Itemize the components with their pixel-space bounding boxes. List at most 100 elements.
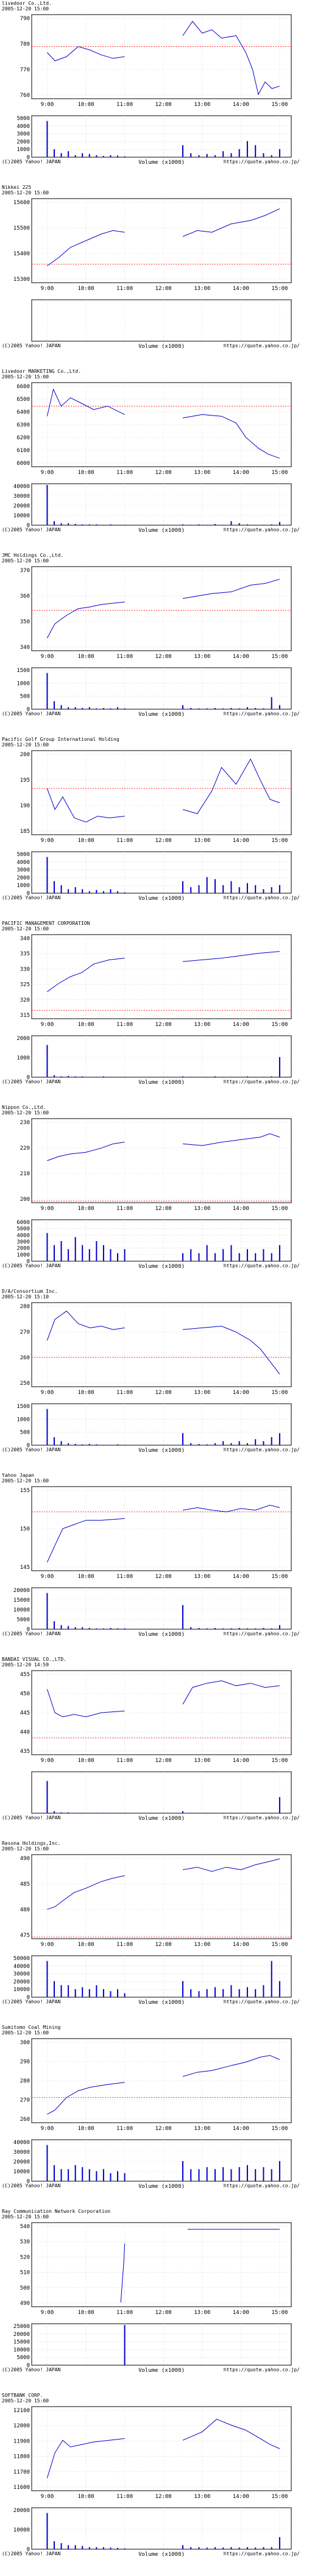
time-tick-label: 10:00: [77, 470, 94, 476]
volume-frame: [31, 2507, 292, 2550]
volume-bar: [263, 153, 264, 157]
quote-datetime: 2005-12-20 15:00: [2, 926, 49, 932]
time-tick-label: 14:00: [233, 102, 249, 108]
volume-bar: [88, 154, 90, 157]
time-tick-label: 11:00: [116, 1022, 133, 1028]
source-url: https://quote.yahoo.co.jp/: [223, 1263, 300, 1269]
volume-frame: [31, 2139, 292, 2182]
price-tick-label: 790: [20, 16, 30, 22]
volume-bar: [271, 1437, 272, 1445]
volume-tick-label: 3000: [16, 868, 30, 874]
volume-tick-label: 20000: [13, 1588, 30, 1594]
intraday-chart: 9:00 10:00 11:00 12:00 13:00 14:00 15:00 145 150…: [13, 1486, 292, 1638]
volume-bar: [246, 141, 248, 157]
source-url: https://quote.yahoo.co.jp/: [223, 343, 300, 349]
volume-bar: [230, 153, 232, 157]
stock-name: JMC Holdings Co.,Ltd.: [2, 553, 64, 558]
volume-bar: [60, 1985, 62, 1997]
source-url: https://quote.yahoo.co.jp/: [223, 1447, 300, 1453]
price-tick-label: 15300: [13, 277, 30, 283]
stock-panel: Resona Holdings,Inc. 2005-12-20 15:00 9:00…: [0, 1840, 312, 2024]
time-tick-label: 11:00: [116, 1942, 133, 1948]
time-tick-label: 14:00: [233, 2126, 249, 2132]
volume-bar: [230, 1443, 232, 1445]
volume-tick-label: 30000: [13, 1972, 30, 1978]
volume-bar: [190, 1249, 192, 1261]
volume-bar: [198, 1253, 200, 1261]
copyright: (C)2005 Yahoo! JAPAN: [2, 1631, 61, 1637]
price-tick-label: 330: [20, 966, 30, 972]
volume-bar: [238, 149, 240, 157]
price-tick-label: 780: [20, 41, 30, 48]
volume-tick-label: 2000: [16, 1246, 30, 1252]
price-frame: [31, 14, 292, 99]
price-line-morning: [47, 46, 125, 62]
volume-bar: [96, 1241, 98, 1261]
volume-bar: [255, 1439, 257, 1445]
volume-bar: [68, 1249, 69, 1261]
time-tick-label: 13:00: [194, 2126, 210, 2132]
price-tick-label: 270: [20, 2098, 30, 2104]
volume-bar: [46, 485, 48, 525]
volume-axis-label: Volume (x1000): [138, 1448, 185, 1454]
volume-bar: [190, 1989, 192, 1997]
volume-bar: [190, 708, 192, 709]
volume-bar: [190, 2169, 192, 2181]
time-tick-label: 12:00: [155, 2494, 172, 2500]
panel-header: Nippon Co.,Ltd. 2005-12-20 15:00: [2, 1105, 49, 1116]
price-tick-label: 490: [20, 2301, 30, 2307]
time-tick-label: 15:00: [271, 470, 288, 476]
volume-bar: [271, 155, 272, 157]
copyright: (C)2005 Yahoo! JAPAN: [2, 1263, 61, 1269]
intraday-chart: 9:00 10:00 11:00 12:00 13:00 14:00 15:00 15300 1…: [13, 198, 292, 350]
volume-tick-label: 20000: [13, 2159, 30, 2165]
price-line-afternoon: [182, 2055, 280, 2077]
time-tick-label: 12:00: [155, 1206, 172, 1212]
price-tick-label: 350: [20, 619, 30, 625]
volume-tick-label: 0: [27, 891, 30, 897]
volume-bar: [46, 2513, 48, 2549]
volume-bar: [246, 2547, 248, 2549]
volume-bar: [222, 2547, 224, 2549]
panel-header: Resona Holdings,Inc. 2005-12-20 15:00: [2, 1841, 60, 1852]
price-tick-label: 335: [20, 951, 30, 957]
volume-tick-label: 0: [27, 1443, 30, 1449]
volume-bar: [206, 2547, 208, 2549]
price-tick-label: 270: [20, 1329, 30, 1336]
intraday-chart: 9:00 10:00 11:00 12:00 13:00 14:00 15:00 340 350…: [16, 566, 292, 718]
price-tick-label: 280: [20, 1304, 30, 1310]
time-tick-label: 12:00: [155, 470, 172, 476]
volume-tick-label: 1000: [16, 883, 30, 889]
volume-bar: [53, 881, 55, 893]
volume-tick-label: 6000: [16, 1220, 30, 1226]
copyright: (C)2005 Yahoo! JAPAN: [2, 1815, 61, 1821]
time-tick-label: 9:00: [41, 1758, 54, 1764]
volume-bar: [206, 1245, 208, 1261]
volume-bar: [82, 1245, 83, 1261]
volume-bar: [117, 2171, 119, 2181]
stock-name: Yahoo Japan: [2, 1473, 34, 1478]
volume-tick-label: 2000: [16, 1036, 30, 1042]
time-tick-label: 12:00: [155, 1390, 172, 1396]
volume-bar: [278, 522, 280, 525]
price-line-morning: [46, 788, 125, 823]
time-tick-label: 14:00: [233, 1942, 249, 1948]
volume-bar: [53, 2165, 55, 2181]
volume-bar: [74, 707, 76, 709]
volume-bar: [102, 891, 104, 893]
quote-datetime: 2005-12-20 15:00: [2, 6, 49, 12]
time-tick-label: 9:00: [41, 654, 54, 660]
price-tick-label: 440: [20, 1730, 30, 1736]
price-line-morning: [46, 388, 125, 417]
price-tick-label: 6100: [16, 448, 30, 454]
time-tick-label: 10:00: [77, 102, 94, 108]
volume-bar: [53, 149, 55, 157]
time-tick-label: 14:00: [233, 838, 249, 844]
volume-bar: [82, 708, 83, 709]
volume-bar: [96, 2547, 98, 2549]
volume-bar: [222, 151, 224, 157]
volume-tick-label: 3000: [16, 1239, 30, 1245]
time-tick-label: 9:00: [41, 1942, 54, 1948]
volume-frame: [31, 1955, 292, 1998]
volume-bar: [230, 2547, 232, 2549]
